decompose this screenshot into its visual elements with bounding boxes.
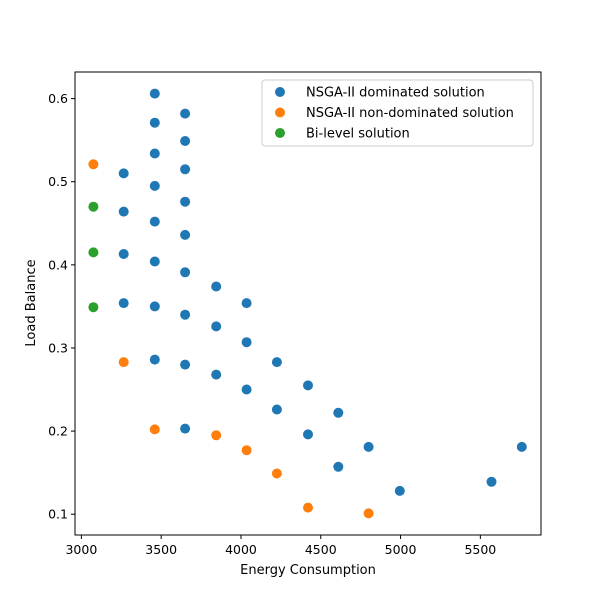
data-point-series-0	[149, 117, 160, 128]
data-point-series-0	[149, 180, 160, 191]
data-point-series-0	[333, 461, 344, 472]
data-point-series-0	[180, 164, 191, 175]
x-tick-label: 3000	[65, 542, 97, 557]
data-point-series-0	[118, 206, 129, 217]
data-point-series-0	[180, 229, 191, 240]
data-point-series-0	[180, 267, 191, 278]
y-tick-label: 0.3	[48, 340, 68, 355]
x-axis-label: Energy Consumption	[240, 563, 376, 578]
legend-box	[261, 79, 534, 147]
data-point-series-0	[241, 298, 252, 309]
legend-marker	[275, 107, 285, 118]
data-point-series-0	[241, 384, 252, 395]
y-tick-label: 0.5	[48, 174, 68, 189]
x-tick-label: 5000	[385, 542, 417, 557]
data-point-series-0	[149, 216, 160, 227]
data-point-series-0	[118, 249, 129, 259]
x-tick-label: 3500	[145, 542, 177, 557]
x-tick-label: 4000	[225, 542, 257, 557]
points-layer	[88, 88, 527, 519]
data-point-series-1	[118, 357, 129, 368]
data-point-series-0	[363, 441, 374, 452]
data-point-series-0	[333, 407, 344, 418]
y-tick-label: 0.1	[48, 507, 68, 522]
y-tick-label: 0.6	[48, 91, 68, 106]
data-point-series-1	[149, 424, 160, 435]
legend-label: NSGA-II dominated solution	[306, 86, 485, 101]
x-tick-label: 4500	[305, 542, 337, 557]
data-point-series-0	[149, 301, 160, 312]
data-point-series-1	[363, 508, 374, 519]
data-point-series-0	[271, 357, 282, 368]
y-axis-label: Load Balance	[24, 259, 39, 346]
y-tick-label: 0.2	[48, 424, 68, 439]
data-point-series-0	[303, 429, 313, 440]
data-point-series-0	[394, 485, 405, 496]
data-point-series-0	[180, 309, 191, 320]
data-point-series-0	[118, 168, 129, 179]
data-point-series-1	[211, 430, 222, 441]
data-point-series-2	[88, 201, 99, 212]
data-point-series-0	[180, 423, 191, 434]
legend-marker	[275, 128, 285, 138]
data-point-series-0	[180, 359, 191, 370]
data-point-series-0	[241, 337, 252, 348]
data-point-series-0	[211, 321, 222, 332]
data-point-series-0	[486, 476, 497, 487]
y-axis-ticks: 0.1 0.2 0.3 0.4 0.5 0.6	[48, 91, 75, 522]
data-point-series-0	[118, 298, 129, 309]
data-point-series-0	[149, 88, 160, 99]
y-tick-label: 0.4	[48, 257, 68, 272]
data-point-series-2	[88, 302, 99, 313]
x-axis-ticks: 3000 3500 4000 4500 5000 5500	[65, 535, 496, 557]
data-point-series-1	[271, 468, 282, 479]
data-point-series-0	[211, 281, 222, 292]
data-point-series-0	[516, 441, 527, 452]
legend-label: Bi-level solution	[306, 127, 410, 142]
data-point-series-2	[88, 247, 99, 258]
data-point-series-1	[241, 445, 252, 456]
data-point-series-0	[149, 148, 160, 159]
legend: NSGA-II dominated solution NSGA-II non-do…	[261, 79, 534, 147]
data-point-series-1	[88, 159, 99, 170]
data-point-series-0	[180, 136, 191, 146]
axes-frame	[74, 71, 542, 536]
data-point-series-0	[271, 404, 282, 415]
data-point-series-1	[303, 502, 313, 513]
x-tick-label: 5500	[464, 542, 496, 557]
data-point-series-0	[149, 354, 160, 365]
data-point-series-0	[180, 108, 191, 119]
legend-label: NSGA-II non-dominated solution	[306, 106, 514, 121]
legend-marker	[275, 87, 285, 97]
data-point-series-0	[149, 256, 160, 267]
data-point-series-0	[180, 196, 191, 207]
data-point-series-0	[211, 369, 222, 380]
data-point-series-0	[303, 380, 313, 391]
